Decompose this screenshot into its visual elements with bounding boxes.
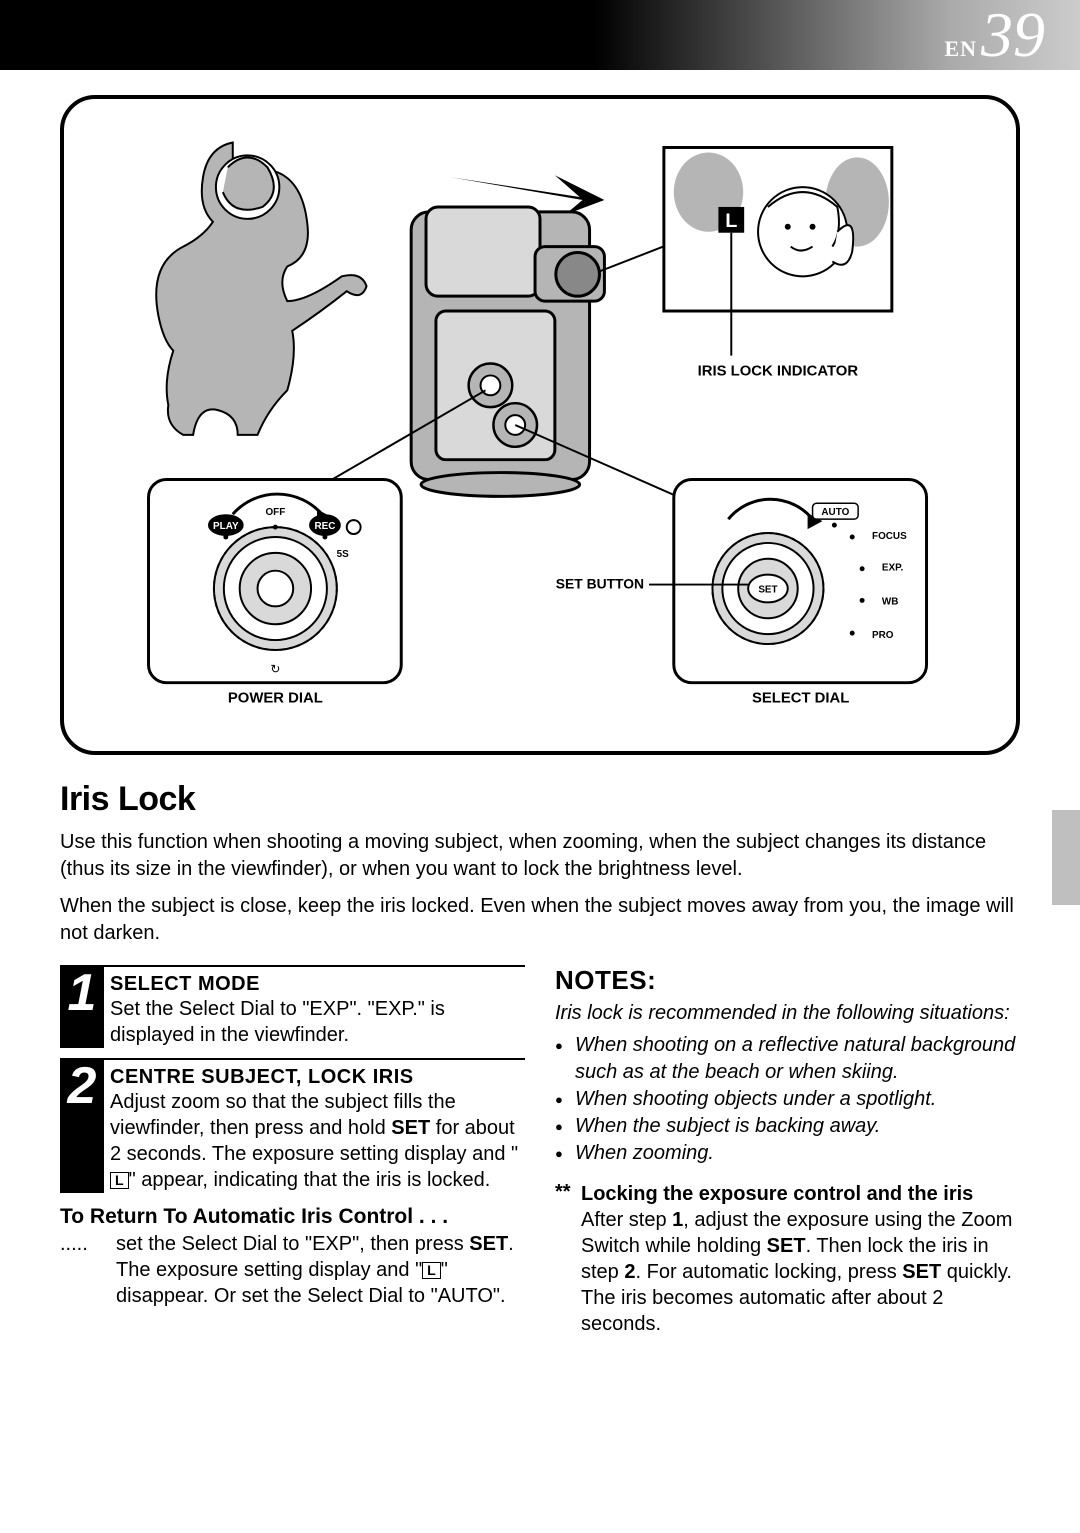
section-title: Iris Lock <box>60 780 1020 819</box>
svg-text:SET: SET <box>758 584 777 595</box>
svg-text:PLAY: PLAY <box>213 521 239 532</box>
svg-text:OFF: OFF <box>265 507 285 518</box>
list-item: When shooting objects under a spotlight. <box>555 1086 1020 1113</box>
svg-text:WB: WB <box>882 596 899 607</box>
select-dial-label: SELECT DIAL <box>752 691 849 707</box>
steps-column: 1 SELECT MODE Set the Select Dial to "EX… <box>60 965 525 1337</box>
set-button-label: SET BUTTON <box>556 576 644 592</box>
camcorder-body <box>411 175 604 496</box>
step-number: 2 <box>60 1060 104 1193</box>
list-item: When shooting on a reflective natural ba… <box>555 1032 1020 1086</box>
page-lang: EN <box>944 36 977 62</box>
figure-iris-lock: L IRIS LOCK INDICATOR <box>60 95 1020 755</box>
select-dial-callout: SET AUTO FOCUS EXP. WB PRO <box>674 480 927 683</box>
return-title: To Return To Automatic Iris Control . . … <box>60 1205 525 1229</box>
notes-star: ** Locking the exposure control and the … <box>555 1181 1020 1337</box>
power-dial-label: POWER DIAL <box>228 691 323 707</box>
step-number: 1 <box>60 967 104 1048</box>
svg-text:5S: 5S <box>337 549 350 560</box>
power-dial-callout: PLAY OFF REC 5S ↻ <box>149 480 402 683</box>
page-number: EN 39 <box>944 0 1045 72</box>
page-number-value: 39 <box>981 0 1045 72</box>
svg-text:FOCUS: FOCUS <box>872 531 907 542</box>
step-2: 2 CENTRE SUBJECT, LOCK IRIS Adjust zoom … <box>60 1058 525 1193</box>
svg-text:PRO: PRO <box>872 630 894 641</box>
notes-list: When shooting on a reflective natural ba… <box>555 1032 1020 1167</box>
step-text: Adjust zoom so that the subject fills th… <box>110 1089 525 1193</box>
return-text: ..... set the Select Dial to "EXP", then… <box>60 1231 525 1309</box>
step-title: SELECT MODE <box>110 973 525 996</box>
svg-text:L: L <box>725 210 737 232</box>
viewfinder-inset: L <box>664 147 892 355</box>
side-tab <box>1052 810 1080 905</box>
step-title: CENTRE SUBJECT, LOCK IRIS <box>110 1066 525 1089</box>
notes-intro: Iris lock is recommended in the followin… <box>555 1000 1020 1026</box>
notes-title: NOTES: <box>555 965 1020 996</box>
svg-text:AUTO: AUTO <box>821 507 849 518</box>
iris-lock-indicator-label: IRIS LOCK INDICATOR <box>698 363 859 379</box>
intro-p2: When the subject is close, keep the iris… <box>60 893 1020 947</box>
intro-p1: Use this function when shooting a moving… <box>60 829 1020 883</box>
svg-text:REC: REC <box>314 521 335 532</box>
list-item: When zooming. <box>555 1140 1020 1167</box>
subject-person <box>156 143 366 435</box>
page-header: EN 39 <box>0 0 1080 70</box>
svg-text:EXP.: EXP. <box>882 563 904 574</box>
svg-text:↻: ↻ <box>270 662 280 676</box>
step-1: 1 SELECT MODE Set the Select Dial to "EX… <box>60 965 525 1048</box>
figure-illustration: L IRIS LOCK INDICATOR <box>94 119 986 731</box>
notes-column: NOTES: Iris lock is recommended in the f… <box>555 965 1020 1337</box>
step-text: Set the Select Dial to "EXP". "EXP." is … <box>110 996 525 1048</box>
list-item: When the subject is backing away. <box>555 1113 1020 1140</box>
